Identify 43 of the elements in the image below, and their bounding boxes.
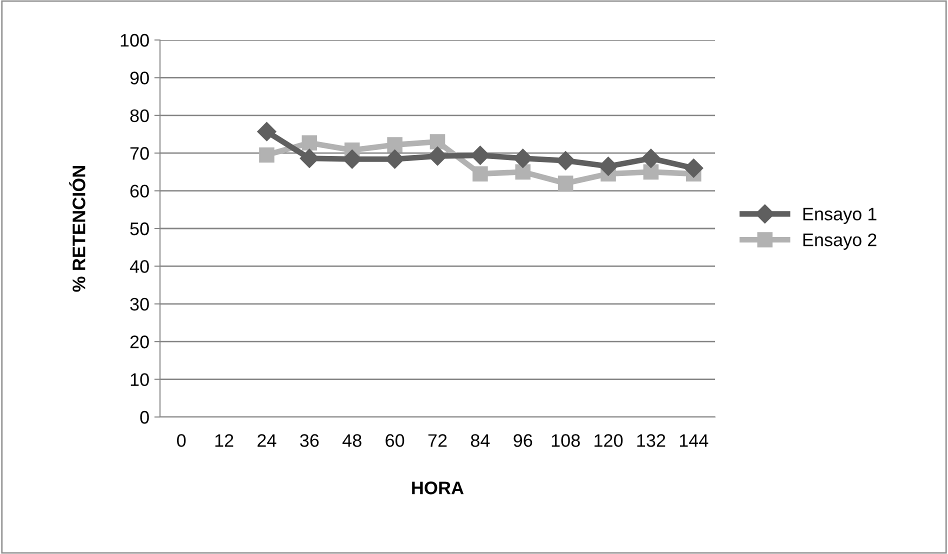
point — [558, 176, 574, 191]
point — [643, 164, 659, 180]
point — [472, 166, 488, 182]
x-axis-title: HORA — [412, 482, 464, 494]
y-tick-label: 100 — [120, 34, 149, 47]
point — [684, 158, 704, 178]
point — [513, 148, 532, 168]
y-tick-label: 80 — [130, 109, 149, 122]
x-tick-label: 144 — [680, 434, 708, 447]
y-tick-label: 10 — [130, 373, 149, 386]
x-tick-label: 96 — [514, 434, 532, 447]
point — [259, 147, 274, 163]
x-tick-label: 0 — [177, 434, 186, 447]
point — [300, 148, 319, 168]
point — [387, 137, 402, 152]
x-tick-label: 12 — [215, 434, 234, 447]
point — [598, 156, 618, 176]
point — [430, 134, 446, 150]
y-axis-title: % RETENCIÓN — [69, 166, 86, 292]
y-tick-label: 90 — [130, 72, 149, 84]
x-tick-label: 72 — [428, 434, 447, 447]
point — [302, 135, 318, 151]
x-tick-label: 24 — [258, 434, 276, 447]
x-tick-label: 84 — [470, 434, 490, 447]
point — [257, 122, 276, 142]
y-tick-label: 20 — [130, 336, 149, 348]
x-tick-label: 60 — [386, 434, 404, 447]
legend-label: Ensayo 1 — [803, 208, 876, 224]
point — [641, 148, 660, 168]
legend-label: Ensayo 2 — [803, 233, 876, 250]
x-tick-label: 132 — [637, 434, 666, 447]
point — [515, 164, 531, 180]
y-tick-label: 30 — [130, 298, 149, 311]
x-tick-label: 36 — [300, 434, 319, 447]
y-tick-label: 40 — [130, 260, 149, 273]
x-tick-label: 48 — [342, 434, 362, 447]
point — [556, 151, 576, 170]
y-tick-label: 70 — [130, 147, 149, 160]
y-tick-label: 0 — [140, 410, 149, 424]
x-tick-label: 108 — [552, 434, 580, 447]
y-tick-label: 50 — [130, 222, 149, 236]
x-tick-label: 120 — [594, 434, 623, 447]
y-tick-label: 60 — [130, 184, 149, 198]
